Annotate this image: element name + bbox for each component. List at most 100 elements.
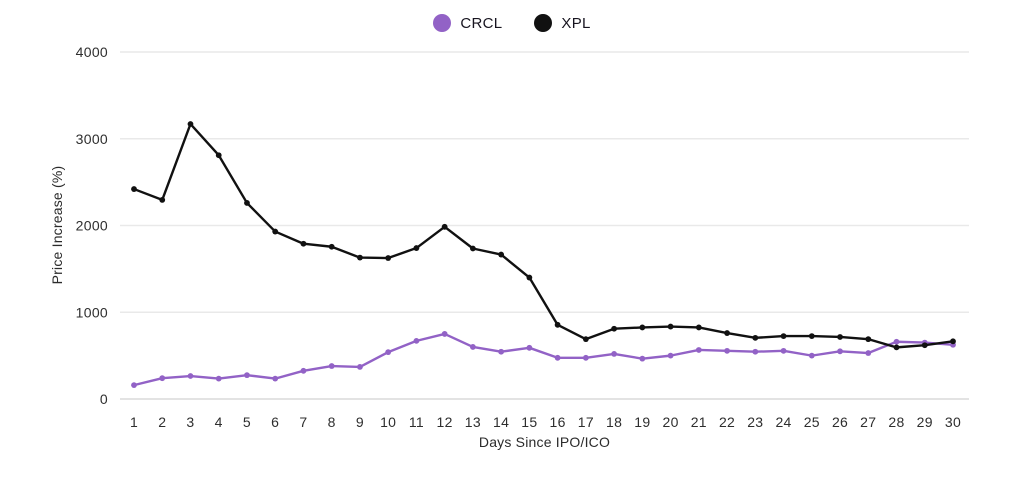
data-point-crcl-day-1 xyxy=(131,382,137,389)
x-tick-label-17: 17 xyxy=(578,414,594,430)
data-point-xpl-day-20 xyxy=(667,323,674,330)
x-tick-label-21: 21 xyxy=(691,414,707,430)
legend-item-crcl: CRCL xyxy=(433,14,502,32)
data-point-xpl-day-22 xyxy=(724,330,730,336)
data-point-crcl-day-18 xyxy=(611,350,618,357)
data-point-crcl-day-20 xyxy=(667,352,674,359)
data-point-xpl-day-26 xyxy=(837,334,843,340)
series-line-xpl xyxy=(132,122,955,349)
data-point-crcl-day-16 xyxy=(554,354,561,361)
data-point-crcl-day-24 xyxy=(780,347,787,354)
x-tick-label-20: 20 xyxy=(662,414,678,430)
chart-legend: CRCL XPL xyxy=(0,14,1024,32)
x-tick-label-19: 19 xyxy=(634,414,650,430)
x-tick-label-29: 29 xyxy=(917,414,933,430)
data-point-xpl-day-13 xyxy=(469,245,476,252)
data-point-xpl-day-24 xyxy=(780,333,787,340)
x-tick-label-30: 30 xyxy=(945,414,961,430)
x-tick-label-4: 4 xyxy=(215,414,223,430)
data-point-xpl-day-15 xyxy=(526,274,533,281)
x-axis-title: Days Since IPO/ICO xyxy=(478,434,611,450)
data-point-crcl-day-5 xyxy=(244,372,250,379)
x-tick-label-6: 6 xyxy=(271,414,279,430)
x-tick-label-3: 3 xyxy=(186,414,194,430)
y-tick-label-2000: 2000 xyxy=(76,218,108,234)
y-tick-label-0: 0 xyxy=(100,391,108,407)
data-point-xpl-day-2 xyxy=(159,197,166,203)
y-tick-label-1000: 1000 xyxy=(76,304,108,320)
data-point-crcl-day-2 xyxy=(159,375,166,382)
x-tick-label-25: 25 xyxy=(804,414,820,430)
data-point-xpl-day-23 xyxy=(752,334,759,341)
x-tick-label-27: 27 xyxy=(860,414,876,430)
data-point-crcl-day-22 xyxy=(724,347,730,354)
x-tick-label-24: 24 xyxy=(775,414,791,430)
data-point-crcl-day-26 xyxy=(837,348,843,355)
data-point-crcl-day-11 xyxy=(413,337,420,344)
data-point-xpl-day-18 xyxy=(611,325,618,332)
data-point-crcl-day-4 xyxy=(215,375,222,382)
data-point-xpl-day-4 xyxy=(215,152,222,159)
data-point-crcl-day-19 xyxy=(639,355,646,362)
data-point-xpl-day-10 xyxy=(385,255,392,261)
legend-item-xpl: XPL xyxy=(534,14,590,32)
data-point-crcl-day-14 xyxy=(498,348,505,355)
data-point-crcl-day-9 xyxy=(357,364,363,370)
data-point-crcl-day-25 xyxy=(808,352,815,359)
crcl-legend-dot-icon xyxy=(433,14,452,32)
data-point-xpl-day-11 xyxy=(413,245,420,251)
x-tick-label-18: 18 xyxy=(606,414,622,430)
x-tick-label-11: 11 xyxy=(409,414,424,430)
data-point-xpl-day-17 xyxy=(582,336,589,343)
x-tick-label-7: 7 xyxy=(299,414,307,430)
data-point-xpl-day-29 xyxy=(921,342,928,349)
x-tick-label-9: 9 xyxy=(356,414,364,430)
data-point-xpl-day-27 xyxy=(865,336,872,343)
data-point-xpl-day-7 xyxy=(300,240,307,247)
x-tick-label-15: 15 xyxy=(521,414,537,430)
data-point-xpl-day-28 xyxy=(893,344,900,351)
data-point-crcl-day-7 xyxy=(300,367,307,374)
x-tick-label-16: 16 xyxy=(550,414,566,430)
data-point-crcl-day-23 xyxy=(752,348,759,355)
x-tick-label-23: 23 xyxy=(747,414,763,430)
data-point-xpl-day-3 xyxy=(187,121,194,127)
data-point-xpl-day-25 xyxy=(808,333,815,340)
data-point-crcl-day-10 xyxy=(385,349,392,356)
x-tick-label-22: 22 xyxy=(719,414,735,430)
x-tick-label-5: 5 xyxy=(243,414,251,430)
data-point-xpl-day-30 xyxy=(950,338,956,345)
x-tick-label-8: 8 xyxy=(328,414,336,430)
xpl-legend-label: XPL xyxy=(561,14,591,32)
series-line-crcl xyxy=(132,332,955,387)
data-point-xpl-day-5 xyxy=(244,200,250,206)
data-point-crcl-day-12 xyxy=(441,331,448,337)
data-point-crcl-day-17 xyxy=(582,354,589,361)
data-point-crcl-day-28 xyxy=(893,338,900,345)
data-point-crcl-day-8 xyxy=(328,363,335,369)
data-point-xpl-day-14 xyxy=(498,251,505,258)
data-point-xpl-day-19 xyxy=(639,324,646,331)
data-point-xpl-day-16 xyxy=(554,321,561,328)
xpl-legend-dot-icon xyxy=(534,14,553,32)
x-tick-label-10: 10 xyxy=(380,414,396,430)
x-tick-label-14: 14 xyxy=(493,414,509,430)
data-point-crcl-day-27 xyxy=(865,350,872,356)
x-tick-label-1: 1 xyxy=(130,414,138,430)
data-point-xpl-day-21 xyxy=(695,324,702,331)
data-point-xpl-day-9 xyxy=(357,254,363,261)
data-point-crcl-day-15 xyxy=(526,344,533,351)
data-point-crcl-day-13 xyxy=(469,344,476,350)
data-point-xpl-day-6 xyxy=(272,228,279,235)
crcl-legend-label: CRCL xyxy=(460,14,503,32)
y-tick-label-3000: 3000 xyxy=(76,131,108,147)
x-tick-label-12: 12 xyxy=(437,414,453,430)
data-point-xpl-day-1 xyxy=(131,186,137,192)
data-point-crcl-day-6 xyxy=(272,375,279,382)
x-tick-label-2: 2 xyxy=(158,414,166,430)
data-point-crcl-day-21 xyxy=(695,347,702,353)
y-tick-label-4000: 4000 xyxy=(76,44,108,60)
x-tick-label-13: 13 xyxy=(465,414,481,430)
